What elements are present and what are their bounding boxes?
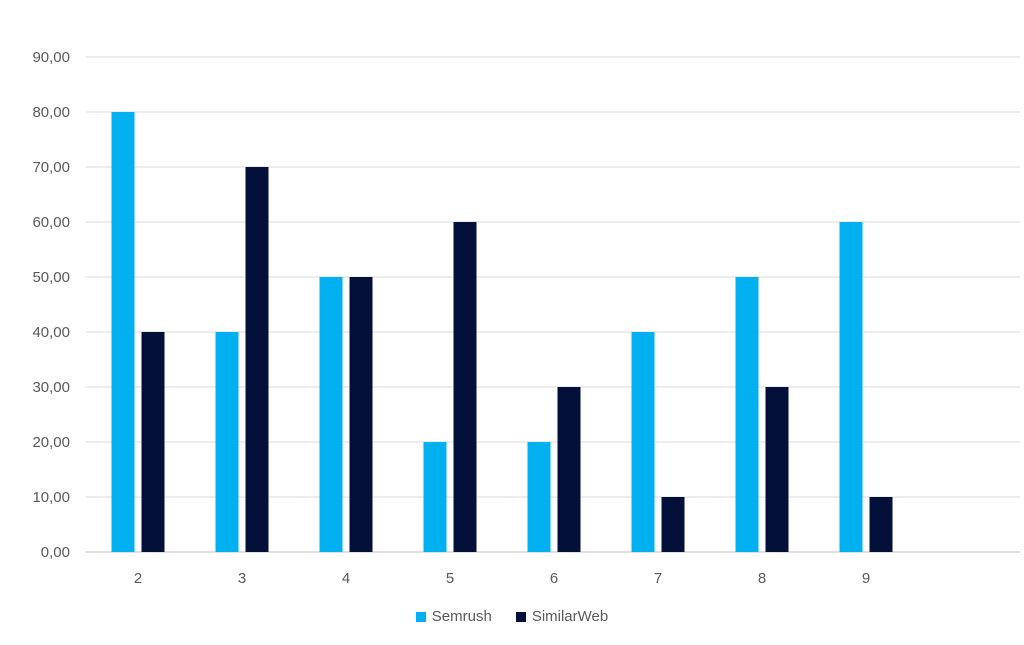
y-tick-label: 0,00 (41, 544, 70, 561)
y-tick-label: 70,00 (32, 159, 70, 176)
bar-semrush-5 (423, 442, 447, 552)
y-tick-label: 50,00 (32, 269, 70, 286)
y-tick-label: 30,00 (32, 379, 70, 396)
y-tick-label: 20,00 (32, 434, 70, 451)
bar-semrush-6 (527, 442, 551, 552)
bar-semrush-4 (319, 277, 343, 552)
x-tick-label: 2 (134, 570, 142, 587)
legend-item-semrush: Semrush (415, 608, 492, 625)
y-tick-label: 10,00 (32, 489, 70, 506)
bar-semrush-2 (111, 112, 135, 552)
bar-similarweb-4 (349, 277, 373, 552)
legend-item-similarweb: SimilarWeb (515, 608, 609, 625)
legend-swatch-semrush (415, 611, 426, 622)
x-tick-label: 5 (446, 570, 454, 587)
y-tick-label: 90,00 (32, 49, 70, 66)
bar-chart: 0,00 10,00 20,00 30,00 40,00 50,00 60,00 70,00 8… (32, 49, 1020, 587)
x-tick-label: 9 (862, 570, 870, 587)
legend-swatch-similarweb (515, 611, 526, 622)
bar-semrush-9 (839, 222, 863, 552)
legend: Semrush SimilarWeb (0, 608, 1024, 625)
bar-semrush-3 (215, 332, 239, 552)
x-tick-label: 3 (238, 570, 246, 587)
bar-similarweb-9 (869, 497, 893, 552)
x-tick-label: 8 (758, 570, 766, 587)
x-tick-label: 4 (342, 570, 350, 587)
bar-similarweb-7 (661, 497, 685, 552)
x-tick-label: 7 (654, 570, 662, 587)
y-tick-label: 40,00 (32, 324, 70, 341)
bar-similarweb-6 (557, 387, 581, 552)
bar-similarweb-8 (765, 387, 789, 552)
legend-label-semrush: Semrush (431, 608, 492, 625)
bar-semrush-7 (631, 332, 655, 552)
bar-similarweb-2 (141, 332, 165, 552)
y-tick-label: 60,00 (32, 214, 70, 231)
legend-label-similarweb: SimilarWeb (531, 608, 609, 625)
bar-semrush-8 (735, 277, 759, 552)
bar-similarweb-5 (453, 222, 477, 552)
bar-similarweb-3 (245, 167, 269, 552)
x-tick-label: 6 (550, 570, 558, 587)
y-tick-label: 80,00 (32, 104, 70, 121)
